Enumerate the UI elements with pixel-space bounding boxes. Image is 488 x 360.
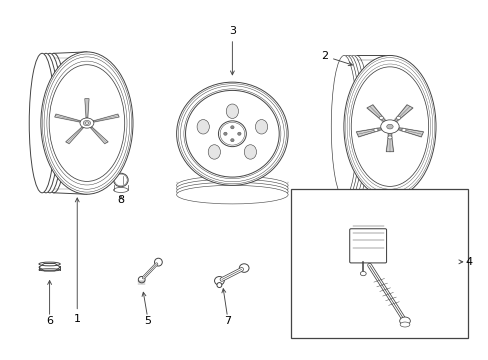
- Ellipse shape: [239, 264, 248, 272]
- Ellipse shape: [336, 55, 362, 198]
- Ellipse shape: [29, 53, 55, 193]
- Ellipse shape: [37, 53, 62, 193]
- Text: 6: 6: [46, 316, 53, 326]
- Ellipse shape: [176, 179, 287, 198]
- Ellipse shape: [255, 120, 267, 134]
- Polygon shape: [356, 128, 382, 137]
- Ellipse shape: [399, 317, 409, 325]
- Ellipse shape: [218, 121, 246, 147]
- Ellipse shape: [220, 122, 244, 145]
- Ellipse shape: [154, 258, 162, 266]
- Ellipse shape: [230, 126, 234, 129]
- Ellipse shape: [39, 269, 60, 271]
- Ellipse shape: [333, 55, 359, 198]
- Text: 3: 3: [228, 26, 235, 75]
- Ellipse shape: [244, 145, 256, 159]
- Ellipse shape: [399, 322, 409, 327]
- Ellipse shape: [33, 53, 59, 193]
- Ellipse shape: [373, 129, 377, 131]
- Ellipse shape: [113, 173, 128, 187]
- Ellipse shape: [49, 65, 124, 181]
- Text: 7: 7: [224, 316, 231, 326]
- Ellipse shape: [217, 283, 222, 288]
- Ellipse shape: [176, 176, 287, 195]
- Ellipse shape: [237, 132, 241, 135]
- Ellipse shape: [197, 120, 209, 134]
- Text: 1: 1: [74, 198, 81, 324]
- Polygon shape: [55, 114, 81, 122]
- Ellipse shape: [380, 120, 398, 134]
- Ellipse shape: [378, 116, 383, 120]
- Ellipse shape: [343, 55, 369, 198]
- Polygon shape: [85, 99, 89, 118]
- Bar: [290, 189, 467, 338]
- Polygon shape: [90, 127, 108, 144]
- Polygon shape: [386, 133, 393, 152]
- Ellipse shape: [330, 55, 356, 198]
- Ellipse shape: [386, 124, 392, 129]
- Polygon shape: [397, 128, 423, 137]
- Text: 4: 4: [465, 257, 471, 267]
- Ellipse shape: [176, 182, 287, 201]
- Ellipse shape: [83, 120, 90, 126]
- Ellipse shape: [39, 262, 60, 266]
- Ellipse shape: [343, 55, 435, 198]
- Ellipse shape: [223, 132, 227, 135]
- Ellipse shape: [387, 136, 391, 139]
- Ellipse shape: [340, 55, 366, 198]
- Polygon shape: [366, 105, 385, 122]
- Ellipse shape: [176, 185, 287, 204]
- Ellipse shape: [396, 116, 400, 120]
- Ellipse shape: [85, 122, 88, 124]
- Text: 2: 2: [320, 51, 352, 66]
- Ellipse shape: [230, 139, 234, 142]
- Ellipse shape: [401, 129, 405, 131]
- Ellipse shape: [113, 188, 128, 193]
- Ellipse shape: [41, 52, 133, 194]
- Ellipse shape: [360, 271, 366, 276]
- Ellipse shape: [176, 82, 287, 185]
- Polygon shape: [93, 114, 119, 122]
- Ellipse shape: [214, 276, 224, 285]
- Ellipse shape: [185, 90, 279, 177]
- Polygon shape: [65, 127, 83, 144]
- Polygon shape: [393, 105, 412, 122]
- Ellipse shape: [208, 145, 220, 159]
- Ellipse shape: [80, 118, 94, 128]
- FancyBboxPatch shape: [349, 229, 386, 263]
- Text: 5: 5: [144, 316, 151, 326]
- Ellipse shape: [138, 276, 145, 283]
- Ellipse shape: [350, 67, 428, 186]
- Text: 8: 8: [117, 195, 124, 205]
- Ellipse shape: [41, 53, 66, 193]
- Ellipse shape: [226, 104, 238, 118]
